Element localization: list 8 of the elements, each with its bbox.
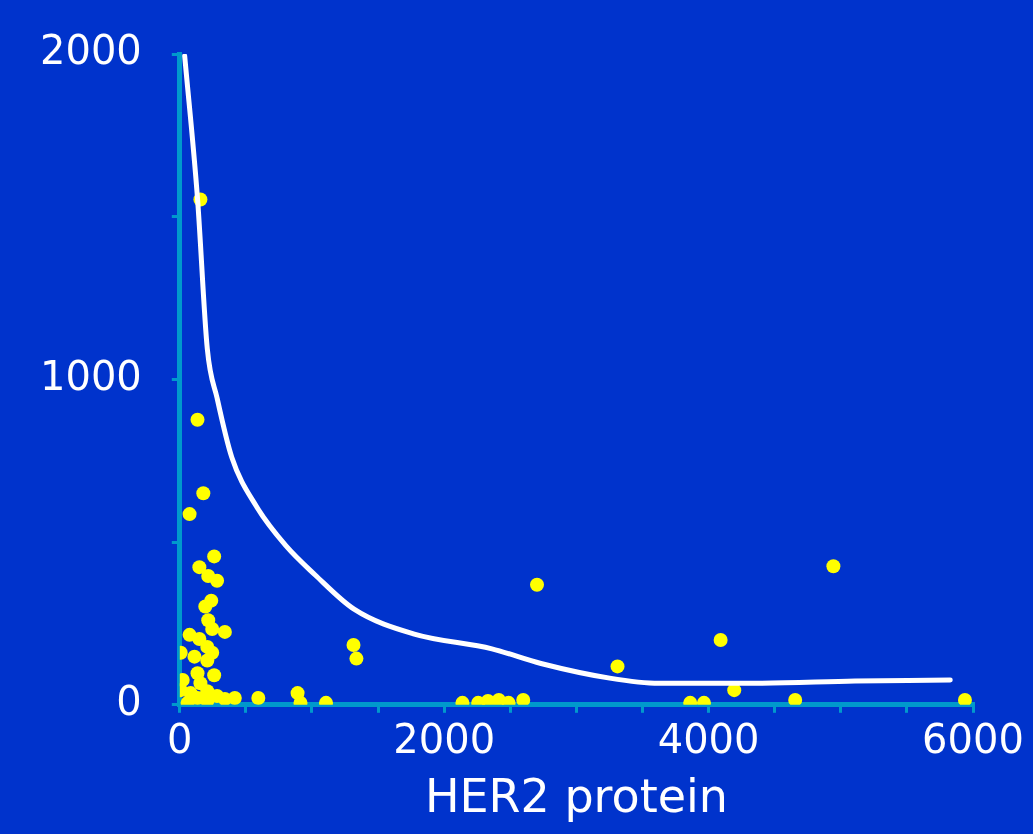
x-tick-label: 6000 [922,716,1024,763]
y-tick-label: 1000 [40,352,142,399]
y-tick-label: 2000 [40,27,142,74]
x-tick-label: 4000 [657,716,760,763]
x-tick-label: 0 [167,716,193,763]
x-tick-label: 2000 [393,716,496,763]
x-axis-title: HER2 protein [424,769,728,824]
y-tick-label: 0 [116,678,142,725]
